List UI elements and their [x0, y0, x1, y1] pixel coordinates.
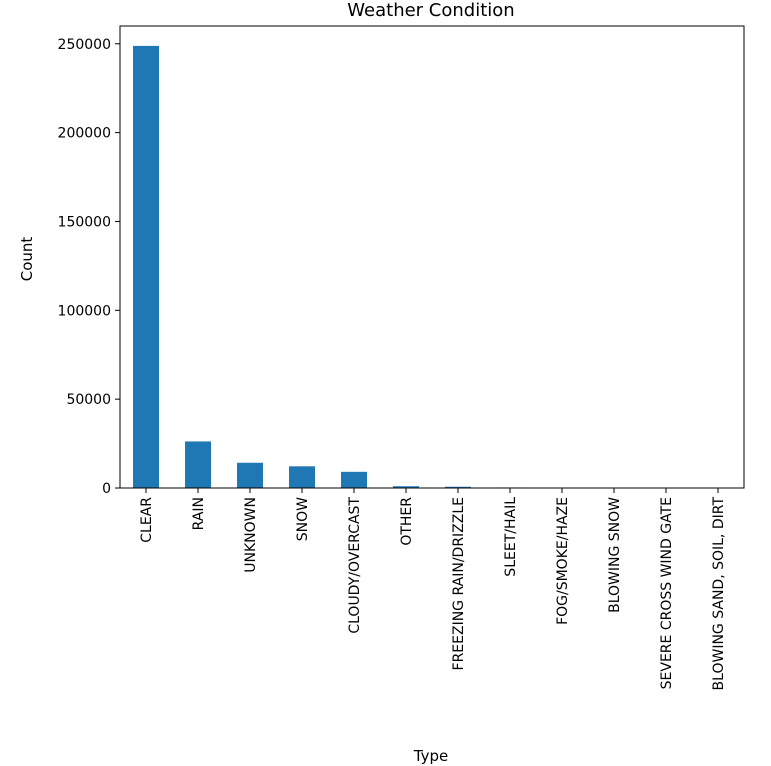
bar-unknown: [237, 462, 263, 488]
bar-rain: [185, 441, 211, 488]
x-tick-label: BLOWING SNOW: [607, 497, 623, 613]
y-axis-ticks: 0 50000 100000 150000 200000 250000: [58, 37, 120, 497]
x-tick-label: SNOW: [295, 497, 311, 541]
x-tick-label: FOG/SMOKE/HAZE: [555, 497, 571, 625]
bar-freezing-rain-drizzle: [445, 486, 471, 488]
x-axis-ticks: CLEAR RAIN UNKNOWN SNOW CLOUDY/OVERCAST OTHER…: [139, 488, 727, 690]
x-axis-label: Type: [413, 747, 448, 765]
x-tick-label: RAIN: [191, 497, 207, 530]
x-tick-label: SLEET/HAIL: [503, 497, 519, 577]
x-tick-label: FREEZING RAIN/DRIZZLE: [451, 497, 467, 670]
y-tick-label: 150000: [58, 214, 111, 230]
plot-area: [119, 25, 745, 489]
y-axis-label: Count: [18, 237, 36, 282]
bar-snow: [289, 466, 315, 488]
y-tick-label: 250000: [58, 37, 111, 53]
x-tick-label: CLEAR: [139, 497, 155, 543]
y-tick-label: 200000: [58, 126, 111, 142]
x-tick-label: UNKNOWN: [243, 497, 259, 573]
x-tick-label: CLOUDY/OVERCAST: [347, 497, 363, 634]
y-tick-label: 100000: [58, 303, 111, 319]
bar-cloudy-overcast: [341, 471, 367, 488]
x-tick-label: BLOWING SAND, SOIL, DIRT: [711, 497, 727, 691]
bars-group: [133, 45, 731, 489]
y-tick-label: 0: [102, 481, 111, 497]
bar-clear: [133, 45, 159, 489]
y-tick-label: 50000: [66, 392, 111, 408]
bar-other: [393, 486, 419, 488]
plot-frame: [119, 25, 745, 489]
x-tick-label: SEVERE CROSS WIND GATE: [659, 497, 675, 689]
x-tick-label: OTHER: [399, 497, 415, 546]
chart-title: Weather Condition: [347, 0, 514, 21]
